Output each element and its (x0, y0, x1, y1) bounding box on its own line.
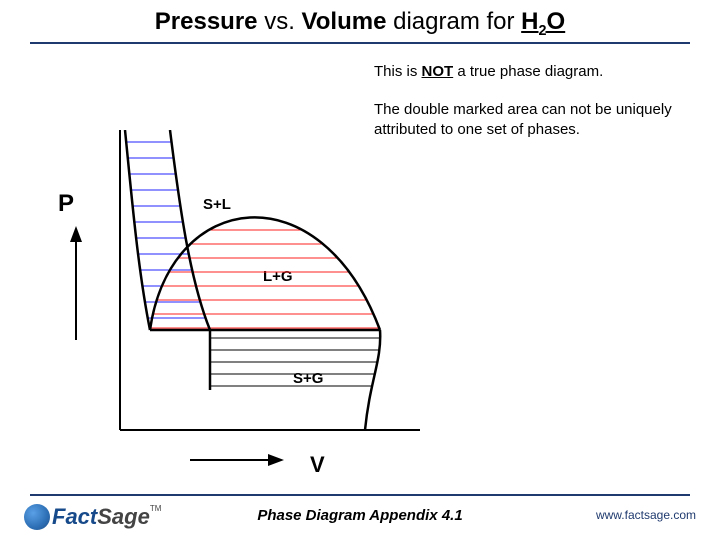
logo-fact: Fact (52, 504, 97, 529)
note-not-true-diagram: This is NOT a true phase diagram. (374, 62, 714, 82)
title-species: H2O (521, 8, 565, 35)
factsage-logo: FactSageTM (24, 504, 161, 530)
title-rule (30, 42, 690, 44)
slide-title: Pressure vs. Volume diagram for H2O (0, 8, 720, 39)
globe-icon (24, 504, 50, 530)
title-for: diagram for (386, 8, 521, 35)
pv-diagram (60, 130, 440, 470)
title-pressure: Pressure (155, 8, 258, 35)
logo-sage: Sage (97, 504, 150, 529)
footer-rule (30, 494, 690, 496)
footer-link: www.factsage.com (596, 508, 696, 522)
title-volume: Volume (302, 8, 387, 35)
logo-tm: TM (150, 504, 162, 513)
title-vs: vs. (258, 8, 302, 35)
